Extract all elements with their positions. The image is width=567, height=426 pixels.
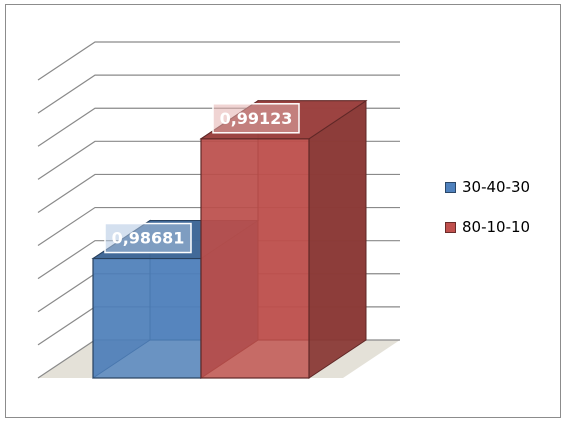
data-label-30-40-30: 0,98681 [104, 222, 192, 254]
legend: 30-40-30 80-10-10 [445, 176, 530, 256]
legend-swatch-series-2 [445, 221, 456, 233]
bar-80-10-10 [199, 99, 368, 379]
legend-label-series-1: 30-40-30 [462, 178, 531, 196]
gridline [37, 74, 400, 114]
legend-item-series-1: 30-40-30 [445, 176, 530, 198]
bar-front-face [92, 257, 202, 379]
data-label-text: 0,98681 [112, 229, 185, 248]
data-label-box [212, 103, 300, 134]
gridline [37, 41, 400, 81]
bar-side-face [308, 99, 367, 379]
data-label-80-10-10: 0,99123 [212, 103, 300, 134]
legend-label-series-2: 80-10-10 [462, 218, 531, 236]
data-label-box [104, 222, 192, 254]
bar-front-face [200, 138, 310, 379]
data-label-text: 0,99123 [220, 109, 293, 128]
legend-swatch-series-1 [445, 181, 456, 193]
legend-item-series-2: 80-10-10 [445, 216, 530, 238]
